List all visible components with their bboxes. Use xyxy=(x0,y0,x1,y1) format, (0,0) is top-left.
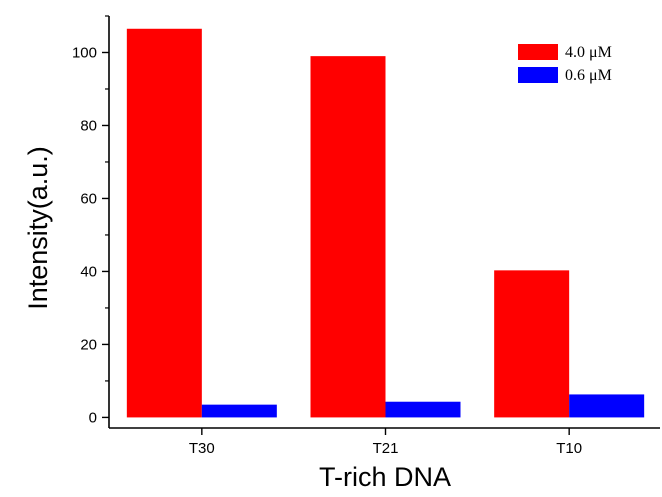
legend-swatch-1 xyxy=(518,44,558,60)
bar-t30-series-2 xyxy=(201,404,277,418)
bar-t21-series-2 xyxy=(385,401,461,418)
bar-t21-series-1 xyxy=(310,56,386,418)
ticks-layer: 0 20 40 60 80 100 T30 T21 T10 xyxy=(72,15,582,457)
legend-swatch-2 xyxy=(518,67,558,83)
y-axis-title: Intensity(a.u.) xyxy=(23,146,53,310)
legend-label-1: 4.0 μM xyxy=(565,44,612,61)
axes-layer xyxy=(108,16,660,429)
legend-label-2: 0.6 μM xyxy=(565,67,612,84)
y-tick-label-60: 60 xyxy=(80,190,97,207)
x-tick-label-t21: T21 xyxy=(373,440,399,457)
y-tick-label-40: 40 xyxy=(80,263,97,280)
bar-t10-series-1 xyxy=(494,270,570,418)
bar-t30-series-1 xyxy=(126,28,202,418)
legend: 4.0 μM 0.6 μM xyxy=(518,44,612,84)
y-tick-label-100: 100 xyxy=(72,44,97,61)
bar-t10-series-2 xyxy=(569,394,645,418)
x-axis-title: T-rich DNA xyxy=(319,462,451,492)
y-tick-label-0: 0 xyxy=(89,409,97,426)
y-tick-label-80: 80 xyxy=(80,117,97,134)
x-tick-label-t10: T10 xyxy=(556,440,582,457)
y-tick-label-20: 20 xyxy=(80,336,97,353)
x-tick-label-t30: T30 xyxy=(189,440,215,457)
bars-layer xyxy=(126,28,645,418)
